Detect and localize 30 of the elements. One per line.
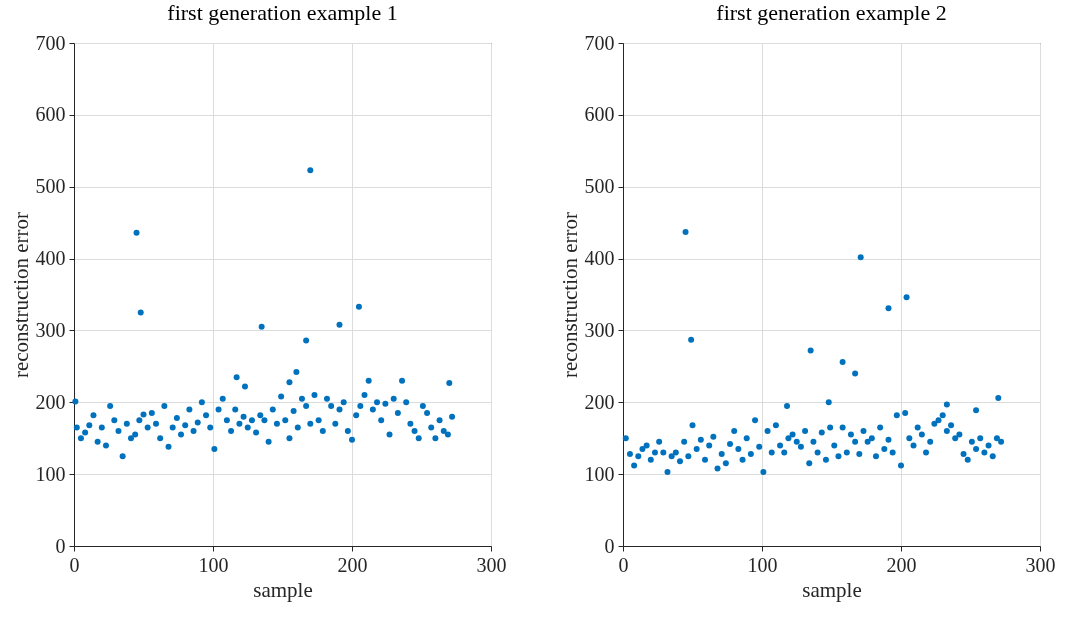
x-axis-title: sample	[802, 577, 862, 602]
x-tick-label: 300	[1025, 553, 1056, 576]
y-tick-label: 300	[584, 318, 615, 341]
y-tick-label: 0	[55, 534, 66, 557]
y-tick-label: 100	[584, 462, 615, 485]
y-tick-label: 200	[584, 390, 615, 413]
y-axis-title: reconstruction error	[8, 211, 33, 379]
x-tick-label: 200	[886, 553, 917, 576]
y-tick-label: 700	[584, 31, 615, 54]
y-tick-label: 700	[35, 31, 66, 54]
y-tick-label: 600	[584, 103, 615, 126]
x-tick-label: 100	[747, 553, 778, 576]
y-tick-label: 500	[35, 175, 66, 198]
y-tick-label: 400	[584, 247, 615, 270]
x-axis-title: sample	[253, 577, 313, 602]
y-tick-label: 0	[604, 534, 615, 557]
chart-title: first generation example 2	[716, 0, 947, 25]
y-tick-label: 500	[584, 175, 615, 198]
y-tick-label: 600	[35, 103, 66, 126]
x-tick-label: 0	[618, 553, 629, 576]
chart-title: first generation example 1	[167, 0, 398, 25]
y-tick-label: 100	[35, 462, 66, 485]
x-tick-label: 300	[476, 553, 507, 576]
x-tick-label: 200	[337, 553, 368, 576]
y-tick-label: 200	[35, 390, 66, 413]
y-tick-label: 300	[35, 318, 66, 341]
x-tick-label: 100	[198, 553, 229, 576]
x-tick-label: 0	[69, 553, 80, 576]
y-axis-title: reconstruction error	[557, 211, 582, 379]
y-tick-label: 400	[35, 247, 66, 270]
